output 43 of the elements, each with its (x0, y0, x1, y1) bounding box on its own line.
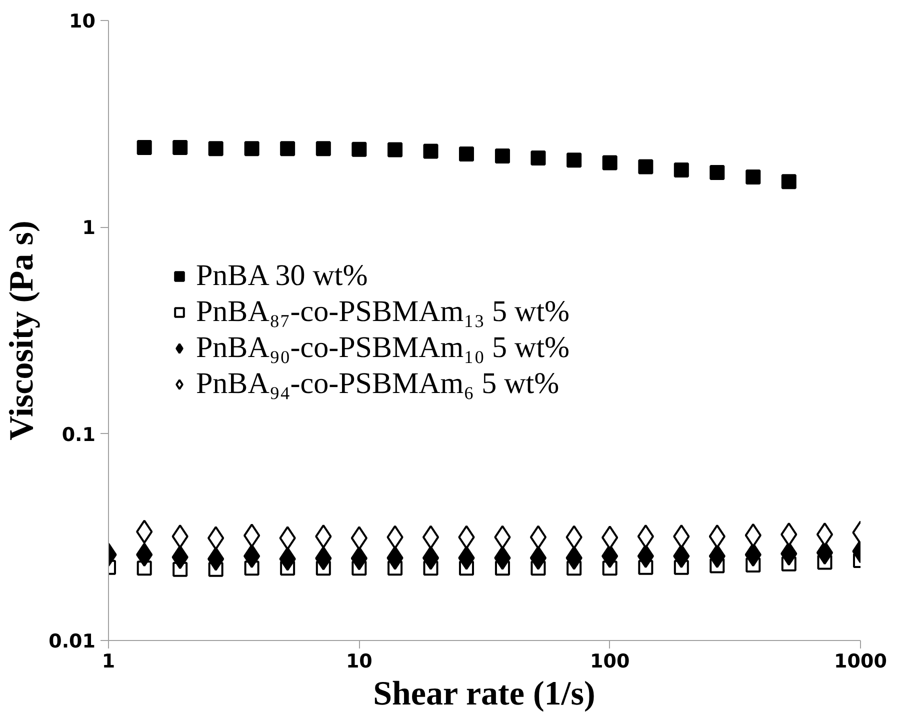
x-tick-label: 1 (102, 650, 116, 672)
point (530, 525, 547, 550)
point (316, 141, 331, 156)
point (746, 169, 761, 184)
point (638, 159, 654, 174)
x-tick-label: 100 (590, 650, 630, 672)
point (566, 152, 582, 168)
legend-label: PnBA₉₄-co-PSBMAm₆ 5 wt% (196, 367, 560, 401)
point (710, 164, 725, 180)
point (207, 526, 224, 550)
x-axis-title: Shear rate (1/s) (373, 676, 596, 712)
point (243, 544, 260, 568)
point (458, 146, 474, 162)
point (280, 141, 296, 156)
legend-label: PnBA₈₇-co-PSBMAm₁₃ 5 wt% (196, 295, 570, 329)
point (388, 142, 403, 158)
point (422, 525, 440, 550)
point (172, 140, 188, 155)
point (243, 524, 260, 548)
point (494, 148, 510, 164)
point (674, 162, 689, 178)
point (136, 140, 152, 155)
legend-label: PnBA 30 wt% (196, 259, 368, 293)
y-tick-label: 1 (82, 217, 96, 240)
point (602, 155, 618, 170)
point (637, 544, 654, 568)
x-tick-label: 10 (346, 650, 372, 672)
point (530, 546, 547, 570)
point (208, 141, 224, 156)
x-tick-label: 1000 (834, 650, 887, 672)
y-axis-title: Viscosity (Pa s) (4, 220, 41, 440)
point (530, 150, 546, 166)
point (244, 141, 260, 156)
y-tick-label: 0.01 (48, 630, 96, 652)
point (637, 524, 654, 548)
point (422, 546, 440, 570)
y-tick-label: 10 (69, 10, 96, 32)
point (352, 142, 367, 157)
point (207, 546, 224, 571)
legend-label: PnBA₉₀-co-PSBMAm₁₀ 5 wt% (196, 331, 570, 365)
y-tick-label: 0.1 (62, 424, 96, 446)
point (781, 174, 796, 190)
point (423, 144, 438, 159)
